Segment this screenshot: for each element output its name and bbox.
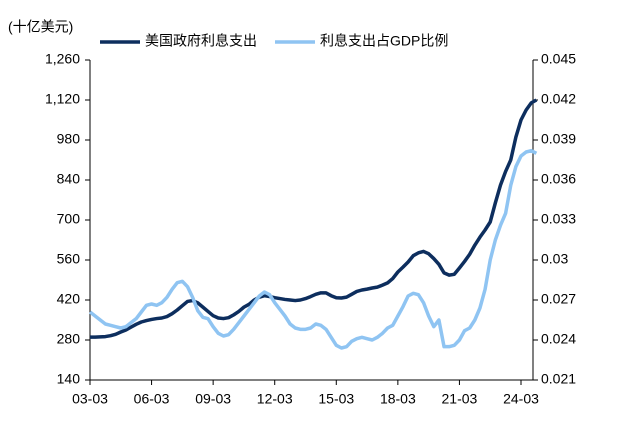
y2-tick-label: 0.024 <box>541 331 576 347</box>
y2-tick-label: 0.039 <box>541 131 576 147</box>
x-tick-label: 12-03 <box>257 391 293 407</box>
y2-tick-label: 0.027 <box>541 291 576 307</box>
y2-tick-label: 0.021 <box>541 371 576 387</box>
y-tick-label: 560 <box>57 251 81 267</box>
y-tick-label: 1,120 <box>45 91 80 107</box>
y2-tick-label: 0.033 <box>541 211 576 227</box>
y2-tick-label: 0.045 <box>541 51 576 67</box>
legend-label: 美国政府利息支出 <box>145 33 257 49</box>
y-tick-label: 840 <box>57 171 81 187</box>
y2-tick-label: 0.042 <box>541 91 576 107</box>
x-tick-label: 15-03 <box>318 391 354 407</box>
x-tick-label: 24-03 <box>503 391 539 407</box>
y-tick-label: 280 <box>57 331 81 347</box>
y2-tick-label: 0.03 <box>541 251 568 267</box>
x-tick-label: 03-03 <box>72 391 108 407</box>
x-tick-label: 09-03 <box>195 391 231 407</box>
y-tick-label: 980 <box>57 131 81 147</box>
y-tick-label: 1,260 <box>45 51 80 67</box>
series-line <box>88 148 538 350</box>
y2-tick-label: 0.036 <box>541 171 576 187</box>
y-tick-label: 140 <box>57 371 81 387</box>
x-tick-label: 18-03 <box>380 391 416 407</box>
legend-label: 利息支出占GDP比例 <box>320 33 448 49</box>
y-tick-label: 700 <box>57 211 81 227</box>
x-tick-label: 21-03 <box>442 391 478 407</box>
unit-label: (十亿美元) <box>8 19 73 35</box>
y-tick-label: 420 <box>57 291 81 307</box>
series-line <box>90 98 538 339</box>
x-tick-label: 06-03 <box>134 391 170 407</box>
